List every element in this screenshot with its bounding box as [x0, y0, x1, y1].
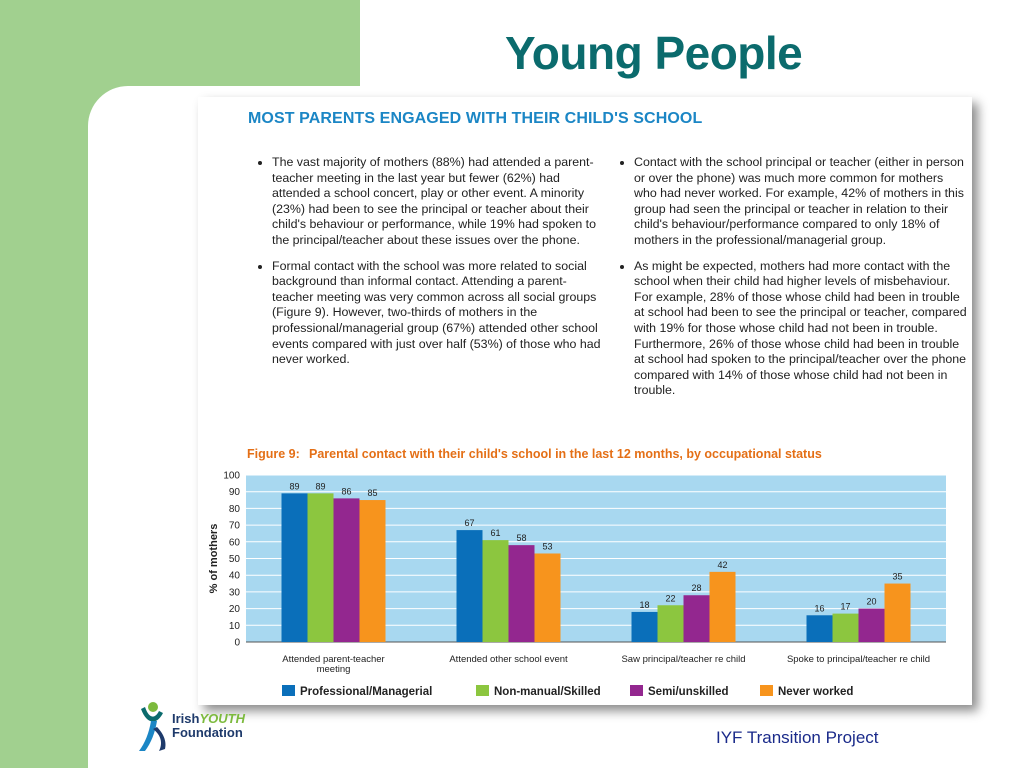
bar: [884, 583, 911, 642]
x-category-label: Saw principal/teacher re child: [621, 654, 745, 665]
legend-label: Non-manual/Skilled: [494, 686, 601, 698]
data-label: 35: [892, 572, 902, 582]
right-column: Contact with the school principal or tea…: [616, 155, 968, 409]
bar: [709, 571, 736, 642]
bar: [657, 605, 684, 642]
right-bullet-2: As might be expected, mothers had more c…: [634, 259, 968, 399]
x-category-label: Attended other school event: [449, 654, 568, 665]
footer-text: IYF Transition Project: [716, 728, 879, 747]
bar: [683, 595, 710, 642]
bar: [508, 545, 535, 642]
figure-caption: Figure 9: Parental contact with their chi…: [247, 447, 822, 461]
y-tick-label: 30: [229, 587, 241, 598]
y-tick-label: 50: [229, 554, 241, 565]
data-label: 53: [542, 541, 552, 551]
left-bullet-2: Formal contact with the school was more …: [272, 259, 602, 368]
logo-text-line1: IrishYOUTH: [172, 711, 245, 726]
irish-youth-foundation-logo: [139, 702, 166, 751]
legend-swatch: [282, 685, 295, 696]
data-label: 20: [866, 597, 876, 607]
legend-item: Semi/unskilled: [630, 685, 729, 698]
data-label: 89: [289, 481, 299, 491]
bar: [631, 611, 658, 642]
x-category-label: Spoke to principal/teacher re child: [787, 654, 930, 665]
y-tick-label: 70: [229, 521, 241, 532]
left-bullet-list: The vast majority of mothers (88%) had a…: [254, 155, 602, 368]
y-tick-label: 40: [229, 571, 241, 582]
y-tick-label: 60: [229, 537, 241, 548]
data-label: 58: [516, 533, 526, 543]
data-label: 22: [665, 593, 675, 603]
legend-swatch: [760, 685, 773, 696]
y-axis-label: % of mothers: [208, 524, 220, 594]
data-label: 28: [691, 583, 701, 593]
x-category-label: meeting: [317, 664, 351, 675]
legend-swatch: [630, 685, 643, 696]
legend-item: Professional/Managerial: [282, 685, 432, 698]
bar: [307, 493, 334, 642]
data-label: 86: [341, 486, 351, 496]
left-bullet-1: The vast majority of mothers (88%) had a…: [272, 155, 602, 249]
y-tick-label: 0: [234, 638, 240, 649]
right-bullet-list: Contact with the school principal or tea…: [616, 155, 968, 399]
figure-icon: [139, 702, 166, 751]
bar: [832, 613, 859, 642]
legend-swatch: [476, 685, 489, 696]
figure-number: Figure 9:: [247, 447, 300, 461]
right-bullet-1: Contact with the school principal or tea…: [634, 155, 968, 249]
slide-title: Young People: [505, 27, 803, 79]
figure-title: Parental contact with their child's scho…: [309, 447, 822, 461]
document-card: MOST PARENTS ENGAGED WITH THEIR CHILD'S …: [198, 97, 972, 705]
bar: [456, 530, 483, 642]
bar-chart: 0 10 20 30 40 50 60 70 80 90 100 % of mothers 89 89 86…: [208, 471, 946, 675]
data-label: 61: [490, 528, 500, 538]
legend-label: Never worked: [778, 686, 854, 698]
y-tick-label: 100: [223, 471, 240, 482]
x-category-label: Attended parent-teacher: [282, 654, 384, 665]
legend-item: Never worked: [760, 685, 853, 698]
data-label: 42: [717, 560, 727, 570]
logo-text-line2: Foundation: [172, 725, 243, 740]
y-tick-label: 20: [229, 604, 241, 615]
legend-item: Non-manual/Skilled: [476, 685, 601, 698]
document-heading: MOST PARENTS ENGAGED WITH THEIR CHILD'S …: [248, 110, 703, 127]
y-tick-label: 10: [229, 621, 241, 632]
bar: [806, 615, 833, 642]
data-label: 18: [639, 600, 649, 610]
data-label: 67: [464, 518, 474, 528]
data-label: 17: [840, 602, 850, 612]
y-tick-label: 90: [229, 487, 241, 498]
bar: [333, 498, 360, 642]
data-label: 89: [315, 481, 325, 491]
bar: [359, 500, 386, 642]
data-label: 85: [367, 488, 377, 498]
bar: [482, 540, 509, 642]
bar: [858, 608, 885, 642]
y-tick-label: 80: [229, 504, 241, 515]
left-column: The vast majority of mothers (88%) had a…: [254, 155, 602, 378]
legend-label: Semi/unskilled: [648, 686, 729, 698]
bar: [281, 493, 308, 642]
bar: [534, 553, 561, 642]
legend-label: Professional/Managerial: [300, 686, 433, 698]
data-label: 16: [814, 603, 824, 613]
